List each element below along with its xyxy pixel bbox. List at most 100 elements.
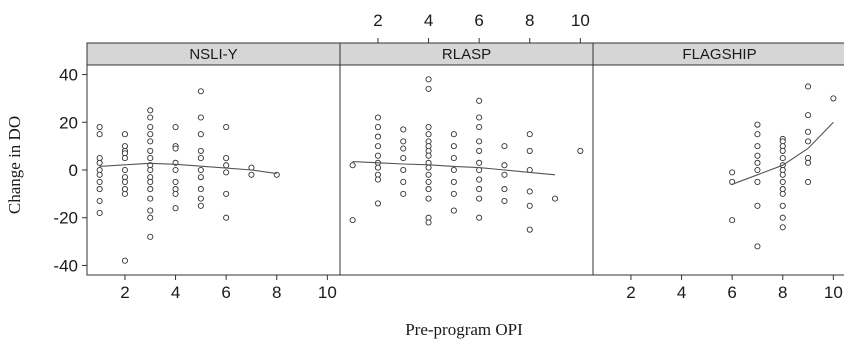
- data-point: [400, 178, 407, 185]
- data-point: [121, 190, 128, 197]
- data-point: [121, 166, 128, 174]
- data-point: [121, 257, 128, 264]
- data-point: [805, 128, 812, 135]
- panel-rlasp: RLASP: [339, 42, 594, 276]
- data-point: [779, 224, 786, 231]
- y-tick-label: -20: [53, 209, 78, 228]
- loess-line: [352, 161, 556, 176]
- data-point: [172, 145, 179, 152]
- data-point: [450, 143, 457, 150]
- data-point: [501, 171, 508, 178]
- data-point: [121, 155, 128, 162]
- data-point: [754, 143, 761, 150]
- x-tick-label: 6: [221, 283, 230, 302]
- data-point: [450, 166, 457, 174]
- data-point: [425, 195, 432, 202]
- panels-layer: NSLI-Y RLASP FLAGSHIP: [86, 42, 844, 276]
- data-point: [552, 195, 559, 202]
- x-tick-label: 8: [272, 283, 281, 302]
- data-point: [754, 152, 761, 159]
- data-point: [425, 178, 432, 185]
- data-point: [425, 85, 432, 92]
- data-point: [147, 123, 154, 131]
- data-point: [147, 195, 154, 202]
- data-point: [577, 147, 584, 154]
- data-point: [147, 155, 154, 162]
- data-point: [400, 166, 407, 174]
- data-point: [121, 131, 128, 138]
- y-tick-label: -40: [53, 256, 78, 275]
- data-point: [197, 202, 204, 209]
- data-point: [349, 162, 356, 169]
- data-point: [248, 171, 255, 178]
- data-point: [197, 174, 204, 181]
- x-tick-label: 6: [727, 283, 736, 302]
- data-point: [197, 186, 204, 193]
- loess-line: [99, 162, 277, 175]
- data-point: [476, 159, 483, 166]
- y-tick-label: 20: [59, 113, 78, 132]
- y-axis-title: Change in DO: [5, 116, 24, 214]
- x-tick-label: 4: [677, 283, 686, 302]
- panel-strip-label: NSLI-Y: [189, 46, 237, 63]
- data-point: [96, 178, 103, 185]
- data-point: [754, 243, 761, 250]
- data-point: [400, 145, 407, 152]
- data-point: [476, 176, 483, 183]
- data-point: [526, 147, 533, 154]
- data-point: [779, 190, 786, 197]
- data-point: [172, 178, 179, 185]
- data-point: [476, 138, 483, 145]
- data-point: [223, 214, 230, 221]
- data-point: [374, 164, 382, 171]
- panel-frame: [592, 64, 844, 276]
- x-tick-label: 8: [778, 283, 787, 302]
- data-point: [223, 123, 230, 131]
- y-tick-label: 40: [59, 66, 78, 85]
- data-point: [197, 166, 204, 174]
- data-point: [526, 188, 533, 195]
- data-point: [147, 178, 154, 185]
- data-point: [147, 166, 154, 174]
- data-point: [147, 114, 154, 121]
- data-point: [197, 114, 204, 121]
- data-point: [374, 200, 382, 207]
- data-point: [754, 178, 761, 185]
- data-point: [147, 131, 154, 138]
- data-point: [400, 126, 407, 133]
- data-point: [147, 186, 154, 193]
- data-point: [729, 169, 736, 176]
- data-point: [754, 159, 761, 166]
- data-point: [476, 186, 483, 193]
- data-point: [805, 178, 812, 185]
- data-point: [501, 162, 508, 169]
- data-point: [526, 131, 533, 138]
- data-point: [779, 147, 786, 154]
- data-point: [754, 202, 761, 209]
- x-tick-label: 6: [474, 11, 483, 30]
- data-point: [476, 214, 483, 221]
- data-point: [96, 197, 103, 205]
- data-point: [172, 190, 179, 197]
- data-point: [779, 202, 786, 209]
- data-point: [223, 162, 230, 169]
- axes-layer: 2 4 6 8 10 2 4 6 8 10 2 4 6 8 10 -40 -20 0 20 40: [53, 11, 842, 302]
- panel-strip-label: RLASP: [442, 46, 491, 63]
- data-point: [450, 190, 457, 197]
- data-point: [779, 171, 786, 178]
- data-point: [147, 147, 154, 154]
- data-point: [172, 205, 179, 212]
- x-tick-label: 2: [120, 283, 129, 302]
- data-point: [172, 166, 179, 174]
- data-point: [526, 226, 533, 233]
- data-point: [425, 152, 432, 159]
- data-point: [121, 178, 128, 185]
- data-point: [96, 131, 103, 138]
- data-point: [374, 143, 382, 150]
- data-point: [96, 159, 103, 166]
- x-tick-label: 10: [318, 283, 337, 302]
- data-point: [223, 155, 230, 162]
- data-point: [425, 186, 432, 193]
- data-point: [374, 133, 382, 140]
